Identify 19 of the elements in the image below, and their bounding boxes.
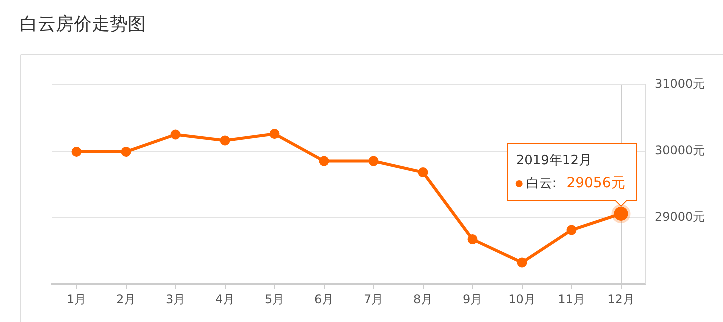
- x-tick-label: 10月: [508, 292, 536, 306]
- data-label: 29056元: [566, 176, 626, 192]
- x-tick-label: 3月: [166, 292, 186, 306]
- x-tick-label: 2月: [116, 292, 136, 306]
- x-tick-label: 6月: [314, 292, 334, 306]
- y-tick-label: 30000元: [655, 143, 706, 158]
- x-tick-label: 9月: [462, 292, 483, 306]
- annotation: 2019年12月: [516, 153, 592, 168]
- x-tick-label: 5月: [264, 292, 285, 306]
- x-tick-label: 7月: [364, 292, 384, 306]
- legend-label: 白云:: [526, 176, 557, 192]
- y-tick-label: 31000元: [655, 77, 706, 92]
- x-tick-label: 8月: [413, 292, 434, 306]
- x-tick-label: 1月: [66, 292, 87, 306]
- chart-title: 白云房价走势图: [20, 14, 146, 36]
- x-tick-label: 4月: [215, 292, 236, 306]
- y-tick-label: 29000元: [655, 210, 706, 224]
- x-tick-label: 11月: [558, 292, 586, 306]
- x-tick-label: 12月: [608, 292, 635, 306]
